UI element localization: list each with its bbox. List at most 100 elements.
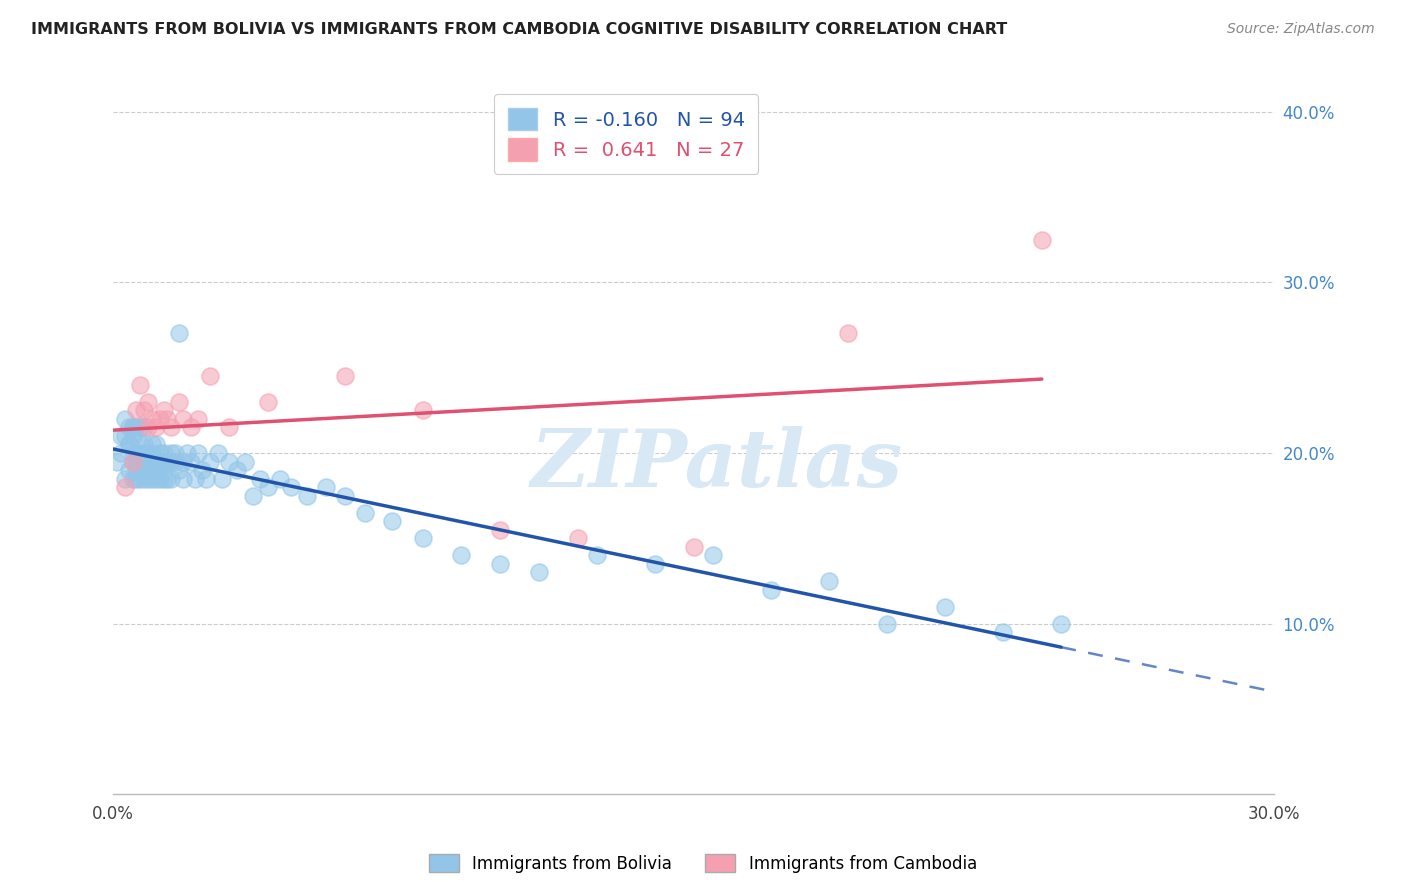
Point — [134, 454, 156, 468]
Point — [172, 454, 194, 468]
Point — [167, 394, 190, 409]
Point — [381, 514, 404, 528]
Point — [125, 420, 148, 434]
Point — [134, 437, 156, 451]
Point — [121, 454, 143, 468]
Point — [114, 472, 136, 486]
Point — [118, 463, 141, 477]
Point — [160, 420, 183, 434]
Point — [136, 446, 159, 460]
Point — [315, 480, 337, 494]
Point — [156, 412, 179, 426]
Point — [489, 523, 512, 537]
Point — [198, 369, 221, 384]
Text: IMMIGRANTS FROM BOLIVIA VS IMMIGRANTS FROM CAMBODIA COGNITIVE DISABILITY CORRELA: IMMIGRANTS FROM BOLIVIA VS IMMIGRANTS FR… — [31, 22, 1007, 37]
Point — [156, 472, 179, 486]
Point — [527, 566, 550, 580]
Point — [702, 549, 724, 563]
Point — [134, 472, 156, 486]
Point — [242, 489, 264, 503]
Point — [121, 429, 143, 443]
Legend: R = -0.160   N = 94, R =  0.641   N = 27: R = -0.160 N = 94, R = 0.641 N = 27 — [495, 95, 758, 174]
Point — [121, 472, 143, 486]
Point — [134, 420, 156, 434]
Point — [114, 412, 136, 426]
Point — [165, 454, 187, 468]
Point — [125, 446, 148, 460]
Point — [335, 489, 357, 503]
Point — [412, 403, 434, 417]
Point — [125, 472, 148, 486]
Point — [110, 446, 132, 460]
Point — [141, 472, 163, 486]
Point — [183, 472, 205, 486]
Point — [180, 454, 202, 468]
Point — [129, 420, 152, 434]
Point — [105, 454, 128, 468]
Point — [152, 454, 174, 468]
Point — [218, 454, 240, 468]
Point — [172, 412, 194, 426]
Point — [118, 420, 141, 434]
Point — [121, 454, 143, 468]
Point — [412, 532, 434, 546]
Point — [353, 506, 375, 520]
Point — [269, 472, 291, 486]
Point — [180, 420, 202, 434]
Point — [257, 394, 280, 409]
Point — [195, 472, 218, 486]
Text: ZIPatlas: ZIPatlas — [530, 425, 903, 503]
Point — [114, 480, 136, 494]
Point — [335, 369, 357, 384]
Point — [1050, 616, 1073, 631]
Point — [121, 420, 143, 434]
Point — [149, 446, 172, 460]
Point — [295, 489, 318, 503]
Point — [145, 420, 167, 434]
Point — [759, 582, 782, 597]
Point — [191, 463, 214, 477]
Point — [211, 472, 233, 486]
Point — [249, 472, 271, 486]
Point — [145, 437, 167, 451]
Point — [160, 446, 183, 460]
Point — [136, 394, 159, 409]
Point — [114, 429, 136, 443]
Point — [141, 454, 163, 468]
Point — [187, 446, 209, 460]
Point — [149, 454, 172, 468]
Point — [152, 403, 174, 417]
Point — [118, 437, 141, 451]
Point — [110, 429, 132, 443]
Point — [176, 446, 198, 460]
Point — [489, 557, 512, 571]
Point — [129, 377, 152, 392]
Point — [149, 412, 172, 426]
Point — [136, 454, 159, 468]
Point — [125, 463, 148, 477]
Point — [644, 557, 666, 571]
Point — [257, 480, 280, 494]
Point — [125, 403, 148, 417]
Point — [141, 446, 163, 460]
Point — [1031, 233, 1053, 247]
Point — [160, 472, 183, 486]
Point — [207, 446, 229, 460]
Point — [167, 463, 190, 477]
Point — [136, 472, 159, 486]
Point — [145, 463, 167, 477]
Point — [218, 420, 240, 434]
Point — [141, 437, 163, 451]
Point — [682, 540, 704, 554]
Point — [233, 454, 256, 468]
Point — [125, 454, 148, 468]
Point — [172, 472, 194, 486]
Point — [121, 420, 143, 434]
Point — [837, 326, 859, 341]
Point — [141, 412, 163, 426]
Point — [152, 472, 174, 486]
Point — [156, 454, 179, 468]
Point — [134, 403, 156, 417]
Point — [136, 420, 159, 434]
Point — [129, 472, 152, 486]
